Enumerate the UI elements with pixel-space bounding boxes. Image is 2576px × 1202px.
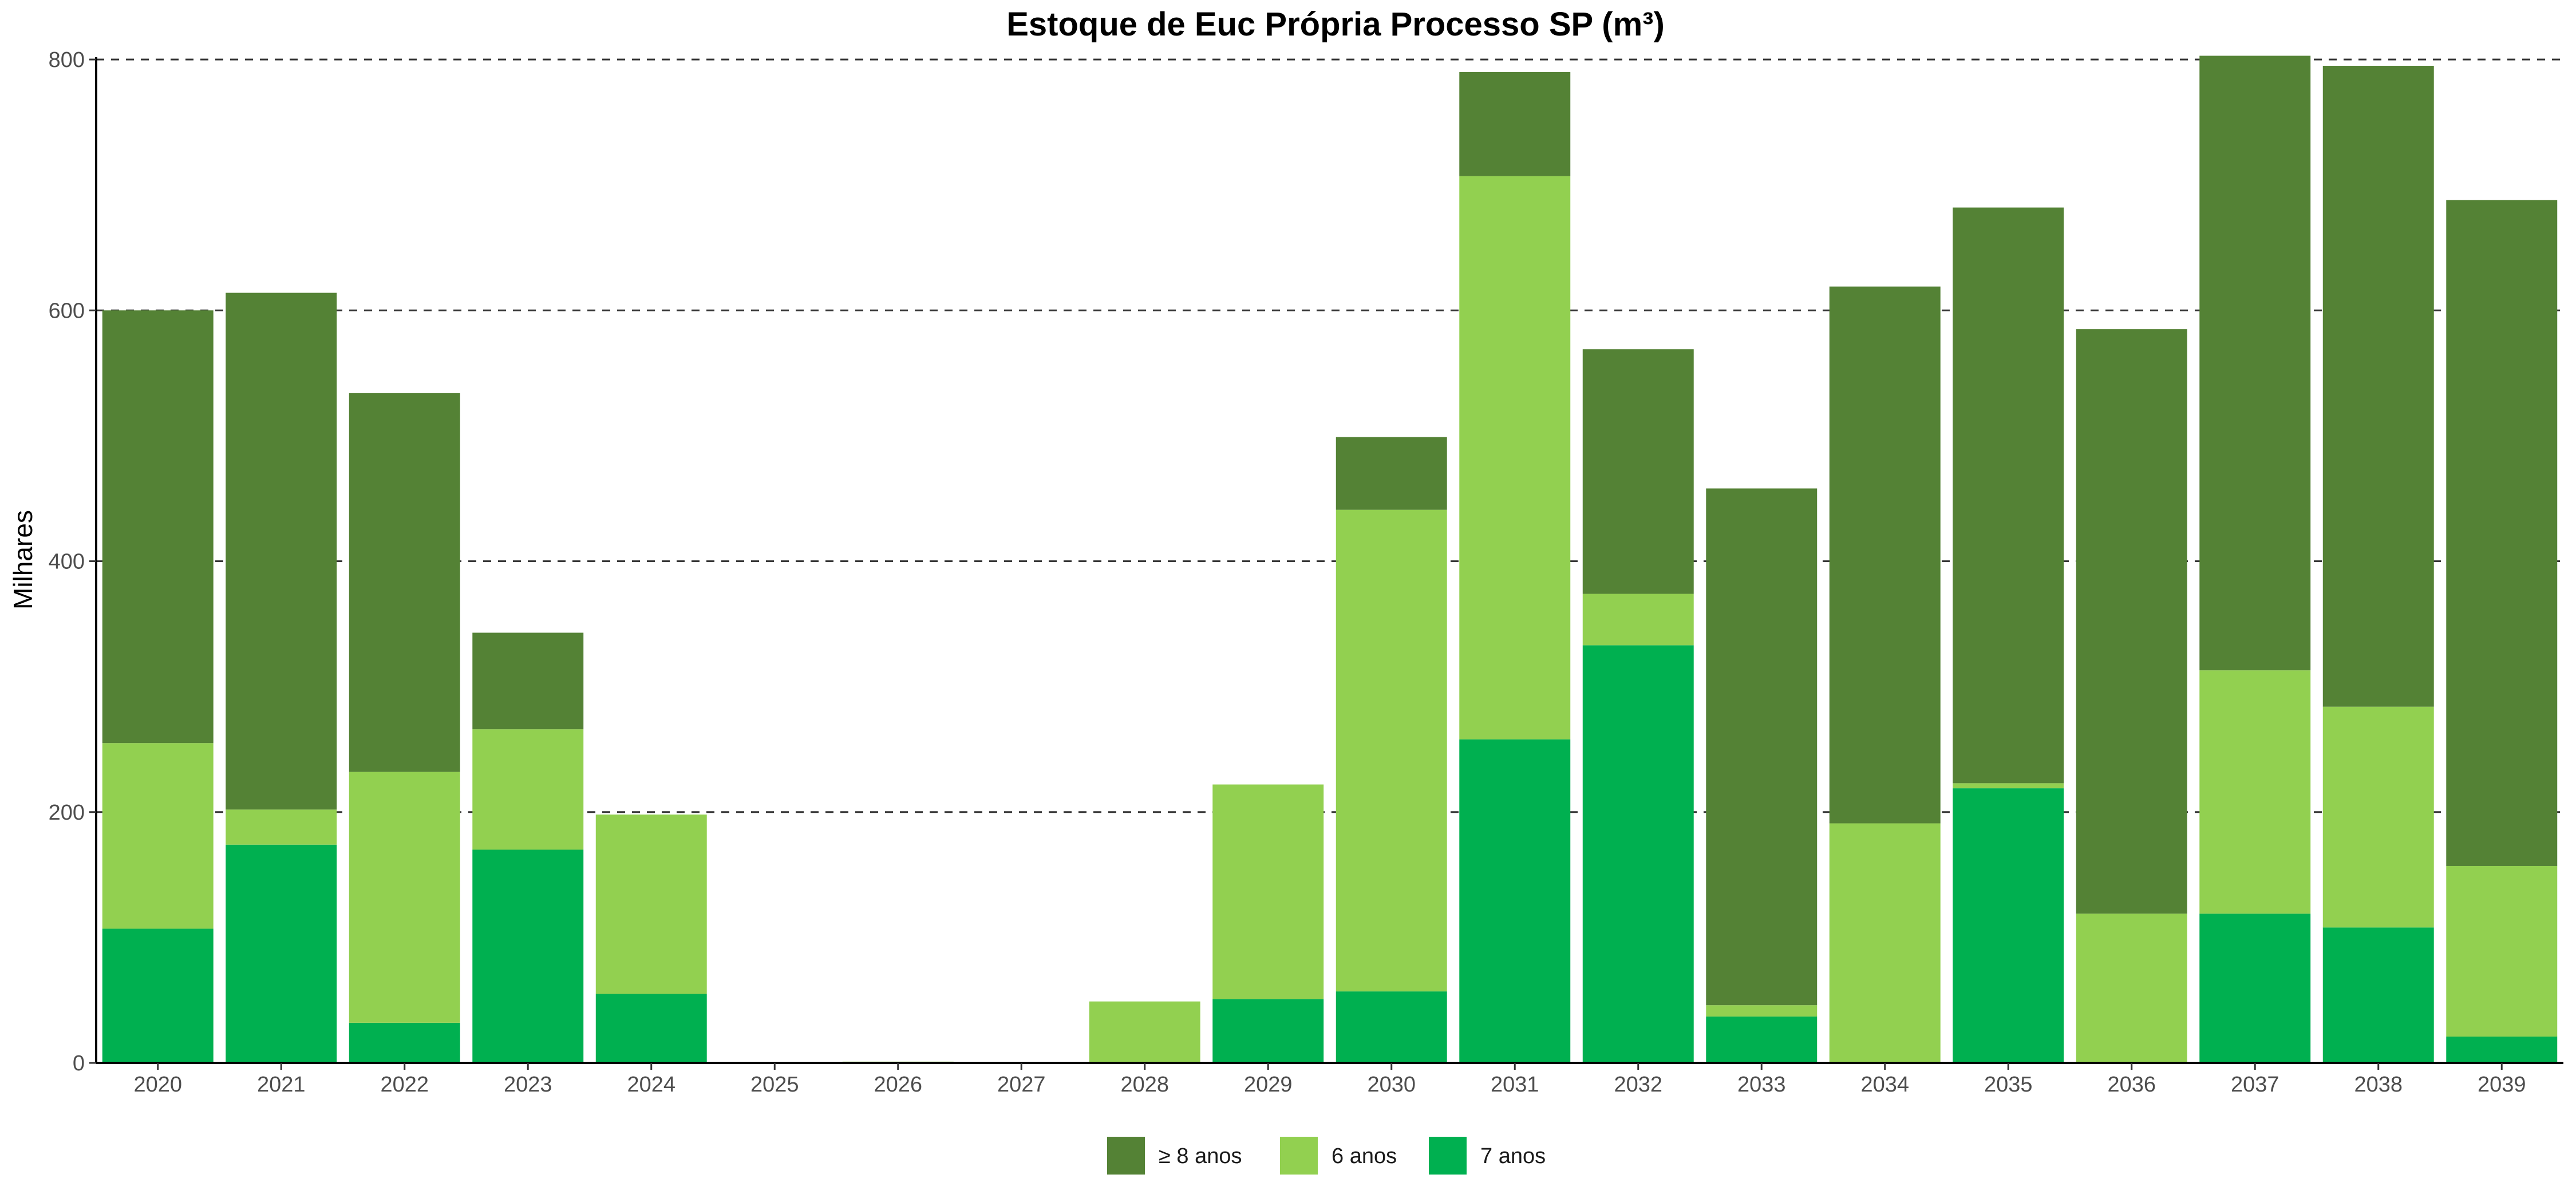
y-tick-label: 0 [73,1051,85,1076]
bar-2032-6-anos [1582,594,1694,646]
x-tick-label: 2025 [750,1073,799,1097]
x-tick-label: 2037 [2231,1073,2279,1097]
x-tick-label: 2031 [1491,1073,1539,1097]
bar-2038-6-anos [2322,706,2434,928]
x-tick-label: 2033 [1737,1073,1786,1097]
bar-2024-7-anos [595,994,707,1063]
x-tick-label: 2022 [380,1073,429,1097]
bar-2037-7-anos [2199,914,2311,1063]
x-tick-label: 2020 [133,1073,182,1097]
x-tick-label: 2021 [257,1073,306,1097]
x-tick-label: 2026 [874,1073,922,1097]
gridlines [96,58,2563,813]
bar-2030--8-anos [1336,437,1447,510]
bar-2037-6-anos [2199,670,2311,914]
x-tick-label: 2034 [1860,1073,1909,1097]
y-tick-label: 200 [49,801,85,825]
bar-2038--8-anos [2322,65,2434,707]
x-tick-label: 2036 [2107,1073,2156,1097]
bar-2035-7-anos [1953,788,2064,1063]
chart-title: Estoque de Euc Própria Processo SP (m³) [1006,6,1665,43]
bar-2035-6-anos [1953,783,2064,789]
legend-label--8-anos: ≥ 8 anos [1159,1144,1242,1168]
bar-2021--8-anos [226,292,337,810]
bars [102,56,2558,1063]
bar-2034-6-anos [1829,823,1941,1063]
bar-2023-7-anos [472,849,584,1063]
x-tick-label: 2038 [2354,1073,2403,1097]
bar-2038-7-anos [2322,927,2434,1063]
legend-label-7-anos: 7 anos [1480,1144,1546,1168]
bar-2037--8-anos [2199,56,2311,671]
bar-2029-7-anos [1212,999,1324,1063]
bar-2030-7-anos [1336,991,1447,1063]
x-tick-label: 2024 [627,1073,675,1097]
bar-2020--8-anos [102,310,214,744]
bar-2020-6-anos [102,743,214,929]
bar-2035--8-anos [1953,207,2064,784]
bar-2029-6-anos [1212,784,1324,999]
bar-2033-6-anos [1706,1005,1818,1017]
bar-2033--8-anos [1706,488,1818,1006]
x-tick-label: 2029 [1244,1073,1293,1097]
bar-2021-6-anos [226,809,337,845]
legend-swatch-6-anos [1280,1137,1318,1175]
bar-2033-7-anos [1706,1016,1818,1063]
bar-2023-6-anos [472,729,584,850]
bar-2036--8-anos [2076,329,2187,914]
x-tick-label: 2023 [504,1073,552,1097]
bar-2020-7-anos [102,928,214,1063]
bar-2022-6-anos [349,772,460,1023]
bar-2028-6-anos [1089,1001,1200,1063]
legend-swatch-7-anos [1429,1137,1467,1175]
bar-2030-6-anos [1336,509,1447,992]
bar-2031--8-anos [1459,72,1571,176]
legend: ≥ 8 anos 6 anos 7 anos [1107,1137,1546,1175]
bar-2032--8-anos [1582,349,1694,594]
bar-2039-6-anos [2446,865,2558,1037]
bar-2031-6-anos [1459,176,1571,740]
bar-2022-7-anos [349,1022,460,1063]
bar-2024-6-anos [595,814,707,994]
x-tick-label: 2035 [1984,1073,2033,1097]
x-tick-label: 2039 [2478,1073,2526,1097]
bar-2034--8-anos [1829,286,1941,824]
bar-2039--8-anos [2446,200,2558,866]
y-tick-label: 600 [49,299,85,323]
bar-2031-7-anos [1459,739,1571,1063]
axes: 0 200 400 600 800 2020 2021 2022 2023 2024 2025 202… [49,48,2563,1097]
bar-2023--8-anos [472,632,584,730]
x-tick-label: 2030 [1367,1073,1416,1097]
x-tick-label: 2028 [1120,1073,1169,1097]
bar-2032-7-anos [1582,645,1694,1063]
bar-2022--8-anos [349,393,460,772]
bar-2036-6-anos [2076,914,2187,1063]
bar-2021-7-anos [226,844,337,1063]
legend-swatch--8-anos [1107,1137,1145,1175]
y-tick-label: 400 [49,550,85,574]
legend-label-6-anos: 6 anos [1332,1144,1397,1168]
x-tick-label: 2032 [1614,1073,1662,1097]
bar-2039-7-anos [2446,1036,2558,1063]
x-tick-label: 2027 [997,1073,1046,1097]
y-axis-label: Milhares [8,510,38,610]
y-tick-label: 800 [49,48,85,72]
